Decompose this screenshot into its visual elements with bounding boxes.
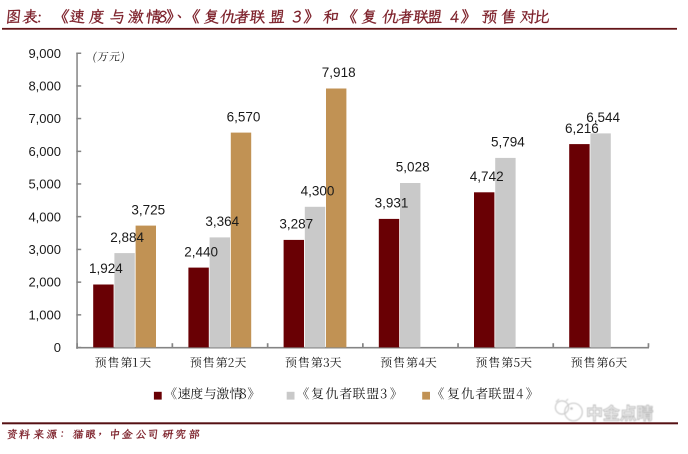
svg-text:2,884: 2,884: [110, 230, 144, 245]
svg-text:3,364: 3,364: [205, 214, 239, 229]
svg-text:4,000: 4,000: [28, 209, 61, 224]
svg-text:6,000: 6,000: [28, 144, 61, 159]
svg-text:1,924: 1,924: [89, 261, 123, 276]
svg-text:4,300: 4,300: [301, 184, 335, 199]
svg-text:3,287: 3,287: [279, 217, 313, 232]
svg-text:9,000: 9,000: [28, 46, 61, 61]
svg-text:8,000: 8,000: [28, 79, 61, 94]
svg-text:3,000: 3,000: [28, 242, 61, 257]
svg-text:3,725: 3,725: [131, 202, 165, 217]
svg-text:7,000: 7,000: [28, 111, 61, 126]
svg-text:6,544: 6,544: [586, 110, 620, 125]
svg-text:2,000: 2,000: [28, 275, 61, 290]
svg-text:5,000: 5,000: [28, 177, 61, 192]
svg-text:6,216: 6,216: [565, 121, 599, 136]
svg-text:3,931: 3,931: [375, 196, 409, 211]
svg-text:0: 0: [54, 340, 61, 355]
svg-text:5,794: 5,794: [491, 135, 525, 150]
svg-text:5,028: 5,028: [396, 160, 430, 175]
svg-text:1,000: 1,000: [28, 307, 61, 322]
svg-text:7,918: 7,918: [322, 65, 356, 80]
svg-text:4,742: 4,742: [470, 169, 504, 184]
svg-text:2,440: 2,440: [184, 244, 218, 259]
svg-text:6,570: 6,570: [227, 109, 261, 124]
